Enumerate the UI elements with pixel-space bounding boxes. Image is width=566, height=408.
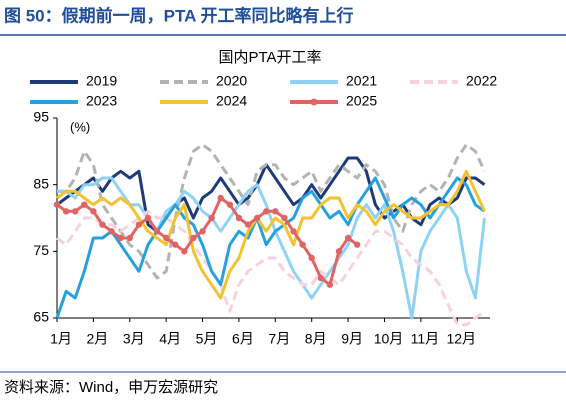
x-tick-label: 8月 <box>305 331 327 347</box>
y-tick-label: 95 <box>33 109 49 125</box>
point-marker <box>217 194 224 202</box>
series-line <box>56 169 486 300</box>
point-marker <box>199 228 206 235</box>
point-marker <box>172 241 179 248</box>
source: 资料来源：Wind，申万宏源研究 <box>4 379 218 396</box>
series-line <box>55 176 486 319</box>
point-marker <box>335 248 343 255</box>
x-tick-label: 9月 <box>341 331 363 347</box>
point-marker <box>117 234 124 242</box>
point-marker <box>62 208 70 215</box>
point-marker <box>317 274 325 282</box>
point-marker <box>308 254 315 262</box>
chart-title: 国内PTA开工率 <box>218 49 321 66</box>
x-tick-label: 11月 <box>411 331 440 347</box>
x-tick-label: 2月 <box>86 331 108 347</box>
point-marker <box>344 234 352 242</box>
y-tick-label: 75 <box>33 242 49 258</box>
y-tick-label: 65 <box>33 309 49 325</box>
x-tick-label: 6月 <box>232 331 254 347</box>
figure-header: 图 50：假期前一周，PTA 开工率同比略有上行 <box>4 5 353 25</box>
point-marker <box>71 208 79 215</box>
point-marker <box>226 201 234 208</box>
point-marker <box>190 234 197 242</box>
point-marker <box>208 214 215 222</box>
x-tick-label: 5月 <box>196 331 218 347</box>
point-marker <box>272 208 279 215</box>
point-marker <box>53 201 61 208</box>
legend-label: 2023 <box>86 93 117 109</box>
x-tick-label: 3月 <box>123 331 145 347</box>
point-marker <box>144 214 152 222</box>
point-marker <box>290 228 297 235</box>
point-marker <box>90 208 97 215</box>
legend-marker <box>310 98 318 106</box>
legend-label: 2025 <box>346 93 377 109</box>
legend-label: 2019 <box>86 73 117 89</box>
point-marker <box>235 214 243 222</box>
y-tick-label: 85 <box>33 175 49 191</box>
legend-label: 2020 <box>216 73 247 89</box>
point-marker <box>108 228 115 235</box>
y-unit: (%) <box>70 119 90 134</box>
point-marker <box>135 221 143 228</box>
x-tick-label: 12月 <box>446 331 476 347</box>
series-line <box>57 143 486 280</box>
series-line <box>56 196 359 287</box>
legend-label: 2021 <box>346 73 377 89</box>
point-marker <box>126 234 133 242</box>
point-marker <box>244 221 252 228</box>
legend-label: 2022 <box>466 73 497 89</box>
point-marker <box>81 201 88 208</box>
point-marker <box>99 221 106 228</box>
point-marker <box>153 228 161 235</box>
point-marker <box>263 208 270 215</box>
point-marker <box>281 214 288 222</box>
x-tick-label: 10月 <box>374 331 404 347</box>
point-marker <box>299 241 306 248</box>
point-marker <box>326 281 334 288</box>
point-marker <box>253 214 261 222</box>
x-tick-label: 4月 <box>159 331 181 347</box>
legend-label: 2024 <box>216 93 247 109</box>
point-marker <box>353 241 361 248</box>
point-marker <box>181 248 188 255</box>
series-line <box>56 209 486 327</box>
point-marker <box>162 234 170 242</box>
x-tick-label: 1月 <box>50 331 72 347</box>
x-tick-label: 7月 <box>268 331 290 347</box>
